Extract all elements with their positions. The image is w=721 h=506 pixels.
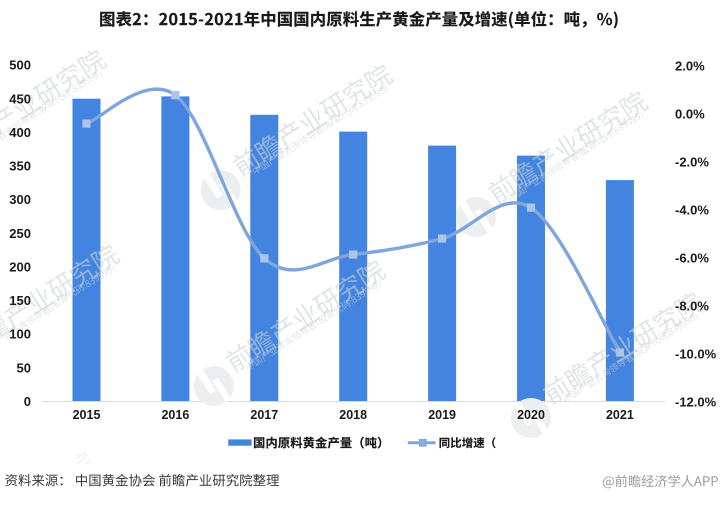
svg-text:300: 300 (9, 192, 31, 207)
svg-text:2020: 2020 (517, 408, 545, 422)
svg-text:500: 500 (9, 58, 31, 73)
svg-text:-10.0%: -10.0% (675, 347, 717, 362)
svg-text:0: 0 (24, 394, 31, 409)
svg-text:450: 450 (9, 91, 31, 106)
svg-text:50: 50 (17, 360, 31, 375)
svg-text:2016: 2016 (161, 408, 189, 422)
svg-text:2019: 2019 (428, 408, 456, 422)
svg-text:-8.0%: -8.0% (675, 299, 709, 314)
svg-text:2018: 2018 (339, 408, 367, 422)
svg-text:0.0%: 0.0% (675, 106, 705, 121)
svg-text:250: 250 (9, 226, 31, 241)
svg-text:-2.0%: -2.0% (675, 154, 709, 169)
svg-text:100: 100 (9, 327, 31, 342)
svg-text:2021: 2021 (606, 408, 634, 422)
svg-text:-6.0%: -6.0% (675, 251, 709, 266)
svg-text:-12.0%: -12.0% (675, 395, 717, 410)
svg-text:350: 350 (9, 159, 31, 174)
svg-text:150: 150 (9, 293, 31, 308)
svg-text:400: 400 (9, 125, 31, 140)
svg-text:2017: 2017 (250, 408, 278, 422)
svg-text:2.0%: 2.0% (675, 58, 705, 73)
svg-text:-4.0%: -4.0% (675, 202, 709, 217)
svg-text:200: 200 (9, 259, 31, 274)
svg-text:2015: 2015 (73, 408, 101, 422)
